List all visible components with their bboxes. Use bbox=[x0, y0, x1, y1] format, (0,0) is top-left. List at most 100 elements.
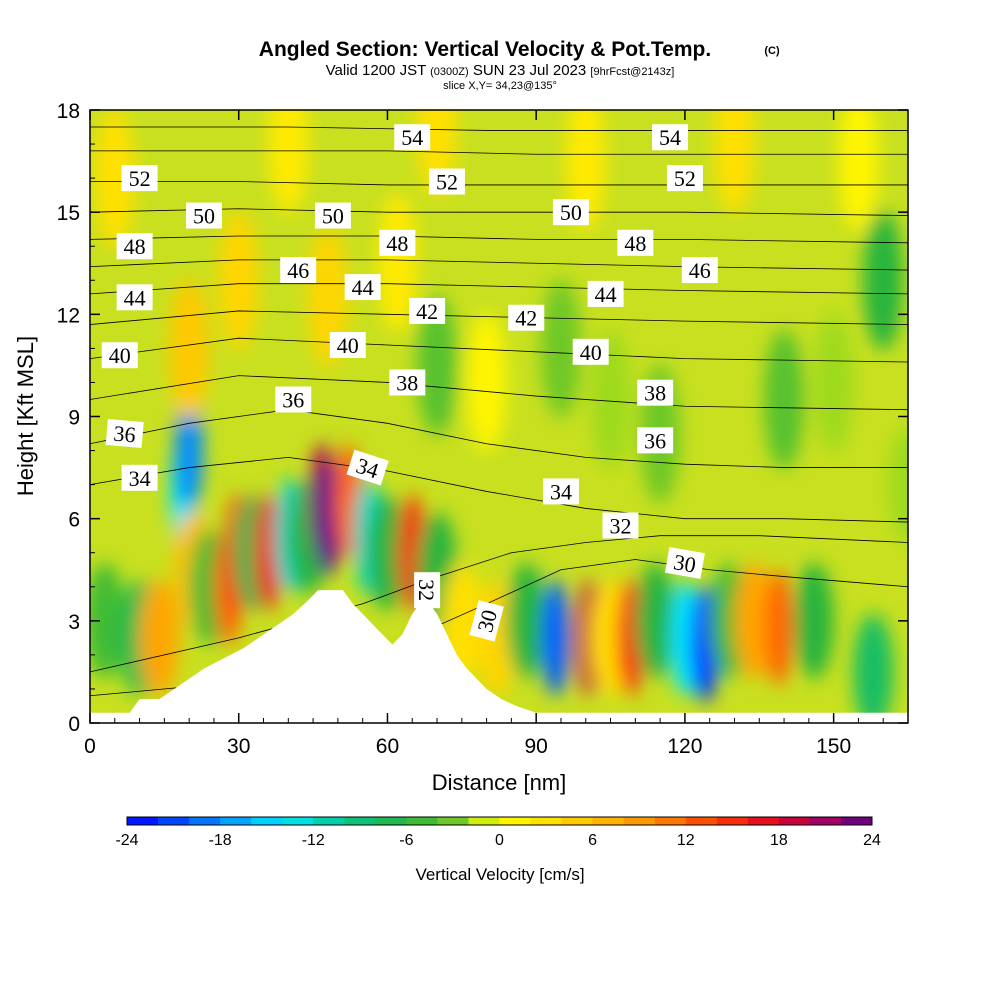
theta-contour-38 bbox=[90, 375, 908, 411]
colorbar-swatch bbox=[158, 817, 190, 825]
y-tick-label: 18 bbox=[57, 100, 80, 123]
velocity-cell-53 bbox=[838, 110, 879, 232]
theta-label-42: 42 bbox=[508, 304, 545, 331]
colorbar-tick-label: -18 bbox=[209, 832, 232, 849]
theta-label-text: 52 bbox=[436, 170, 458, 195]
colorbar-frame bbox=[126, 816, 873, 826]
colorbar-swatch bbox=[189, 817, 221, 825]
subtitle-valid: Valid 1200 JST bbox=[326, 62, 431, 79]
y-tick-label: 12 bbox=[57, 304, 80, 327]
theta-label-50: 50 bbox=[186, 202, 223, 229]
theta-label-text: 40 bbox=[580, 340, 602, 365]
theta-label-text: 48 bbox=[124, 234, 146, 259]
colorbar-swatch bbox=[375, 817, 407, 825]
velocity-cell-44 bbox=[764, 329, 805, 470]
velocity-cell-31 bbox=[734, 562, 775, 679]
velocity-cell-38 bbox=[377, 193, 418, 334]
velocity-cell-4 bbox=[175, 392, 204, 509]
theta-label-38: 38 bbox=[389, 369, 426, 396]
theta-label-text: 50 bbox=[193, 204, 215, 229]
velocity-cell-2 bbox=[139, 579, 180, 696]
theta-label-48: 48 bbox=[116, 233, 153, 260]
velocity-cell-23 bbox=[542, 579, 571, 696]
theta-label-34: 34 bbox=[542, 478, 579, 505]
theta-label-32: 32 bbox=[414, 572, 441, 609]
x-tick-label: 30 bbox=[227, 735, 250, 758]
colorbar-swatch bbox=[282, 817, 314, 825]
velocity-cell-0 bbox=[90, 562, 125, 679]
velocity-cell-35 bbox=[169, 278, 210, 419]
theta-label-text: 46 bbox=[689, 258, 711, 283]
colorbar-swatch bbox=[468, 817, 500, 825]
theta-label-46: 46 bbox=[681, 257, 718, 284]
theta-label-text: 50 bbox=[322, 204, 344, 229]
theta-label-44: 44 bbox=[344, 274, 381, 301]
subtitle-forecast: [9hrFcst@2143z] bbox=[590, 66, 674, 78]
velocity-cell-46 bbox=[863, 210, 904, 351]
colorbar-swatch bbox=[592, 817, 625, 825]
theta-label-text: 54 bbox=[659, 125, 681, 150]
colorbar-tick-label: 24 bbox=[863, 832, 881, 849]
colorbar-swatch bbox=[747, 817, 780, 825]
colorbar: -24 -18 -12 -6 0 6 12 18 24 bbox=[115, 816, 881, 849]
x-axis: 0 30 60 90 120 150 bbox=[84, 110, 884, 758]
theta-label-text: 42 bbox=[416, 299, 438, 324]
theta-label-42: 42 bbox=[409, 297, 446, 324]
colorbar-swatch bbox=[313, 817, 345, 825]
theta-label-text: 52 bbox=[129, 166, 151, 191]
colorbar-swatch bbox=[499, 817, 532, 825]
theta-label-text: 34 bbox=[129, 466, 151, 491]
x-tick-label: 150 bbox=[816, 735, 851, 758]
chart-title: Angled Section: Vertical Velocity & Pot.… bbox=[259, 38, 711, 61]
terrain bbox=[90, 590, 908, 723]
colorbar-swatch bbox=[809, 817, 842, 825]
theta-label-text: 38 bbox=[396, 370, 418, 395]
colorbar-swatch bbox=[840, 817, 873, 825]
theta-contour-40 bbox=[90, 337, 908, 363]
theta-label-36: 36 bbox=[637, 427, 674, 454]
theta-label-text: 36 bbox=[113, 421, 137, 448]
colorbar-swatch bbox=[685, 817, 718, 825]
velocity-cell-22 bbox=[506, 562, 547, 679]
y-tick-label: 0 bbox=[68, 713, 80, 736]
colorbar-tick-label: 18 bbox=[770, 832, 788, 849]
y-tick-label: 6 bbox=[68, 509, 80, 532]
theta-label-44: 44 bbox=[116, 284, 153, 311]
theta-label-32: 32 bbox=[602, 512, 639, 539]
theta-label-text: 44 bbox=[124, 285, 146, 310]
velocity-cell-27 bbox=[635, 562, 676, 679]
theta-label-text: 54 bbox=[401, 125, 423, 150]
theta-label-text: 40 bbox=[109, 343, 131, 368]
velocity-cell-52 bbox=[714, 110, 755, 215]
colorbar-swatch bbox=[778, 817, 811, 825]
theta-label-34: 34 bbox=[121, 464, 158, 491]
theta-label-30: 30 bbox=[664, 547, 705, 579]
velocity-cell-33 bbox=[793, 562, 834, 679]
colorbar-swatch bbox=[654, 817, 687, 825]
theta-label-text: 44 bbox=[352, 275, 374, 300]
colorbar-tick-label: -6 bbox=[399, 832, 413, 849]
theta-label-text: 48 bbox=[386, 231, 408, 256]
colorbar-swatch bbox=[437, 817, 469, 825]
chart-subtitle: Valid 1200 JST (0300Z) SUN 23 Jul 2023 [… bbox=[326, 62, 675, 79]
theta-label-52: 52 bbox=[666, 165, 703, 192]
theta-label-text: 32 bbox=[414, 579, 439, 601]
y-tick-label: 9 bbox=[68, 407, 80, 430]
theta-contour-48 bbox=[90, 235, 908, 244]
colorbar-label: Vertical Velocity [cm/s] bbox=[415, 865, 584, 884]
velocity-field bbox=[90, 110, 908, 723]
theta-label-text: 36 bbox=[644, 428, 666, 453]
theta-contour-42 bbox=[90, 310, 908, 325]
slice-label: slice X,Y= 34,23@135° bbox=[443, 80, 557, 92]
theta-label-50: 50 bbox=[314, 202, 351, 229]
colorbar-tick-label: 12 bbox=[677, 832, 695, 849]
velocity-cell-40 bbox=[466, 312, 507, 453]
velocity-cell-41 bbox=[540, 278, 581, 419]
colorbar-swatch bbox=[561, 817, 594, 825]
theta-label-38: 38 bbox=[637, 379, 674, 406]
theta-label-text: 50 bbox=[560, 200, 582, 225]
theta-label-40: 40 bbox=[329, 331, 366, 358]
colorbar-swatch bbox=[220, 817, 252, 825]
